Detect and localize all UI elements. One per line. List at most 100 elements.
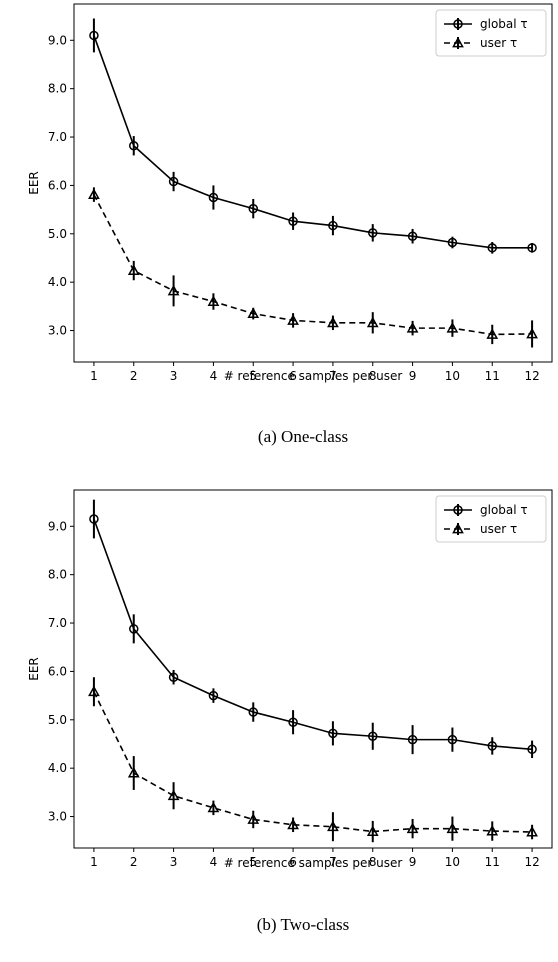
marker-circle [328, 728, 338, 739]
marker-triangle [327, 820, 339, 832]
x-tick-label: 9 [409, 855, 417, 869]
y-tick-label: 8.0 [48, 82, 67, 96]
y-tick-label: 6.0 [48, 664, 67, 678]
marker-triangle [247, 307, 260, 319]
y-tick-label: 4.0 [48, 761, 67, 775]
series-line [93, 691, 533, 833]
marker-triangle [127, 766, 140, 778]
marker-triangle [167, 284, 180, 296]
marker-circle [89, 30, 99, 41]
legend-box [435, 495, 547, 543]
figure-caption: (a) One-class [258, 427, 348, 446]
y-tick-label: 3.0 [48, 810, 67, 824]
marker-triangle [287, 818, 299, 830]
marker-triangle [452, 36, 464, 48]
marker-triangle [127, 264, 140, 275]
chart-panel-1: 1 2 3 4 5 6 7 8 9 10 11 123.04.05.06.07.08.09.0# re… [27, 3, 553, 446]
legend-label: global τ [480, 503, 528, 517]
marker-circle [407, 231, 418, 241]
marker-triangle [366, 825, 379, 836]
x-tick-label: 2 [130, 369, 138, 383]
series-line [93, 194, 533, 336]
x-tick-label: 1 [90, 369, 98, 383]
x-tick-label: 11 [485, 855, 500, 869]
y-axis-label: EER [27, 657, 41, 681]
x-tick-label: 6 [289, 369, 297, 383]
x-tick-label: 10 [445, 855, 460, 869]
marker-circle [527, 243, 537, 253]
figure-caption: (b) Two-class [257, 915, 349, 934]
marker-triangle [446, 822, 459, 834]
marker-circle [447, 734, 458, 745]
marker-triangle [406, 822, 419, 834]
x-tick-label: 6 [289, 855, 297, 869]
marker-circle [129, 140, 139, 151]
x-tick-label: 5 [249, 369, 257, 383]
x-tick-label: 11 [485, 369, 500, 383]
marker-triangle [207, 295, 220, 306]
marker-circle [208, 690, 219, 701]
marker-triangle [452, 522, 464, 534]
marker-triangle [327, 316, 339, 328]
plot-frame [73, 3, 553, 363]
marker-circle [453, 505, 463, 515]
marker-circle [453, 19, 463, 29]
marker-circle [487, 741, 497, 751]
x-axis-label: # reference samples per user [224, 856, 403, 870]
x-tick-label: 4 [210, 855, 218, 869]
x-tick-label: 3 [170, 369, 178, 383]
marker-circle [368, 228, 378, 238]
y-tick-label: 5.0 [48, 227, 67, 241]
chart-panel-2: 1 2 3 4 5 6 7 8 9 10 11 123.04.05.06.07.08.09.0# re… [27, 489, 553, 934]
marker-triangle [366, 316, 379, 328]
marker-circle [208, 192, 219, 203]
marker-circle [288, 717, 298, 727]
legend: global τ user τ [435, 495, 547, 543]
marker-circle [89, 514, 99, 524]
marker-circle [129, 624, 139, 634]
marker-triangle [526, 825, 538, 837]
y-tick-label: 7.0 [48, 130, 67, 144]
series-user-tau [88, 677, 538, 843]
marker-circle [487, 243, 497, 253]
marker-circle [168, 176, 179, 187]
marker-triangle [446, 321, 459, 333]
x-tick-label: 1 [90, 855, 98, 869]
series-user-tau [88, 187, 538, 348]
legend-label: user τ [480, 522, 517, 536]
plot-frame [73, 489, 553, 849]
legend: global τ user τ [435, 9, 547, 57]
x-tick-label: 2 [130, 855, 138, 869]
marker-circle [527, 744, 537, 755]
series-global-tau [89, 499, 537, 759]
marker-triangle [88, 685, 100, 697]
x-tick-label: 7 [329, 369, 337, 383]
x-tick-label: 9 [409, 369, 417, 383]
y-tick-label: 9.0 [48, 519, 67, 533]
marker-triangle [167, 789, 180, 801]
y-tick-label: 9.0 [48, 33, 67, 47]
x-tick-label: 8 [369, 369, 377, 383]
marker-triangle [88, 188, 100, 200]
x-tick-label: 3 [170, 855, 178, 869]
y-tick-label: 3.0 [48, 324, 67, 338]
y-tick-label: 5.0 [48, 713, 67, 727]
marker-circle [447, 237, 458, 248]
y-tick-label: 8.0 [48, 568, 67, 582]
y-tick-label: 4.0 [48, 275, 67, 289]
marker-triangle [406, 321, 419, 333]
marker-circle [328, 220, 338, 231]
x-tick-label: 8 [369, 855, 377, 869]
legend-label: global τ [480, 17, 528, 31]
x-axis-label: # reference samples per user [224, 369, 403, 383]
series-line [93, 35, 533, 249]
legend-box [435, 9, 547, 57]
series-line [93, 518, 533, 751]
x-tick-label: 5 [249, 855, 257, 869]
marker-circle [288, 216, 298, 226]
y-axis-label: EER [27, 171, 41, 195]
x-tick-label: 12 [524, 369, 539, 383]
marker-triangle [486, 328, 499, 339]
marker-triangle [526, 327, 538, 339]
marker-circle [407, 734, 418, 745]
